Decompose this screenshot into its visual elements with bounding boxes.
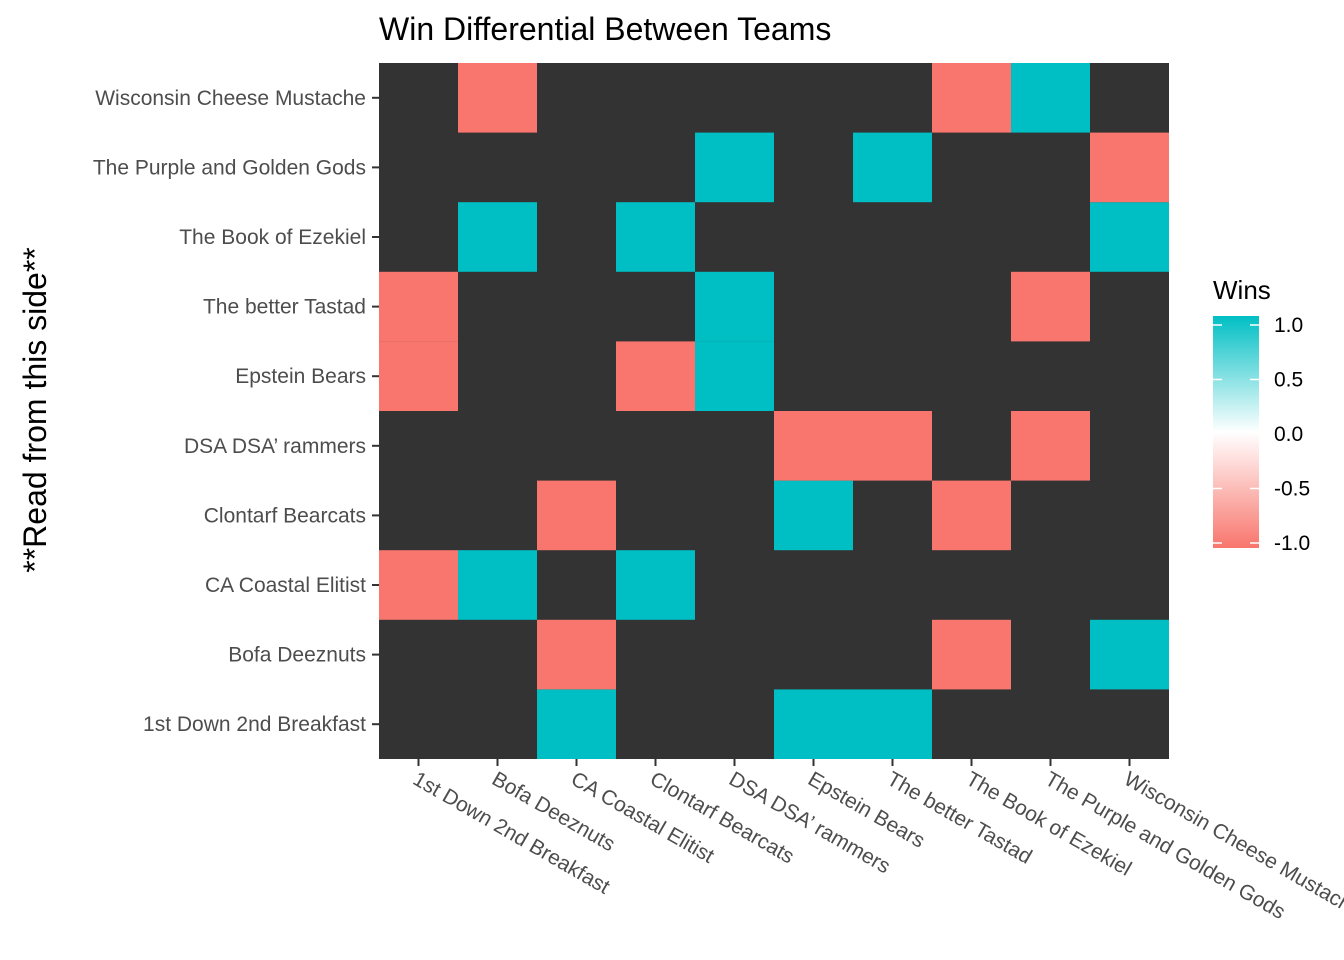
- heatmap-cells: [379, 63, 1169, 759]
- y-tick-label: Wisconsin Cheese Mustache: [95, 87, 366, 110]
- heatmap-cell: [537, 689, 616, 759]
- y-axis-label: **Read from this side**: [17, 247, 53, 572]
- heatmap-cell: [1090, 619, 1169, 690]
- heatmap-cell: [932, 480, 1011, 551]
- heatmap-cell: [458, 202, 537, 272]
- heatmap-cell: [774, 689, 853, 759]
- heatmap-cell: [379, 271, 458, 342]
- heatmap-cell: [695, 341, 774, 411]
- heatmap-cell: [1011, 63, 1090, 133]
- heatmap-cell: [1090, 132, 1169, 203]
- x-tick-label: Clontarf Bearcats: [646, 767, 798, 868]
- legend-tick-label: -0.5: [1274, 478, 1310, 501]
- legend: Wins 1.0 0.5 0.0 -0.5 -1.0: [1213, 275, 1310, 555]
- legend-tick-label: 0.5: [1274, 369, 1303, 392]
- heatmap-cell: [695, 132, 774, 203]
- heatmap-cell: [774, 480, 853, 551]
- heatmap-cell: [379, 341, 458, 411]
- y-tick-label: Bofa Deeznuts: [228, 644, 366, 667]
- legend-tick-label: 0.0: [1274, 423, 1303, 446]
- heatmap-cell: [458, 550, 537, 620]
- y-tick-label: The better Tastad: [203, 296, 366, 319]
- heatmap-cell: [853, 689, 932, 759]
- y-tick-label: CA Coastal Elitist: [205, 574, 366, 597]
- heatmap-cell: [932, 63, 1011, 133]
- x-tick-label: The better Tastad: [883, 767, 1036, 868]
- y-tick-label: The Book of Ezekiel: [179, 226, 366, 249]
- y-tick-label: DSA DSA’ rammers: [184, 435, 366, 458]
- heatmap-cell: [537, 619, 616, 690]
- heatmap-cell: [1011, 411, 1090, 481]
- heatmap-cell: [1011, 271, 1090, 342]
- legend-tick-label: -1.0: [1274, 532, 1310, 555]
- heatmap-cell: [537, 480, 616, 551]
- heatmap-cell: [774, 411, 853, 481]
- x-tick-label: CA Coastal Elitist: [567, 767, 718, 868]
- y-tick-label: The Purple and Golden Gods: [93, 156, 366, 179]
- heatmap-cell: [616, 550, 695, 620]
- y-tick-label: 1st Down 2nd Breakfast: [143, 713, 366, 736]
- heatmap-cell: [932, 619, 1011, 690]
- chart-title: Win Differential Between Teams: [379, 11, 831, 47]
- heatmap-cell: [379, 550, 458, 620]
- heatmap-cell: [853, 132, 932, 203]
- y-tick-label: Epstein Bears: [235, 365, 366, 388]
- y-tick-label: Clontarf Bearcats: [204, 504, 366, 527]
- heatmap-cell: [695, 271, 774, 342]
- legend-colorbar: [1213, 316, 1259, 548]
- heatmap-cell: [1090, 202, 1169, 272]
- legend-title: Wins: [1213, 275, 1271, 305]
- legend-tick-label: 1.0: [1274, 314, 1303, 337]
- heatmap-cell: [458, 63, 537, 133]
- heatmap-cell: [616, 341, 695, 411]
- heatmap-cell: [616, 202, 695, 272]
- heatmap-cell: [853, 411, 932, 481]
